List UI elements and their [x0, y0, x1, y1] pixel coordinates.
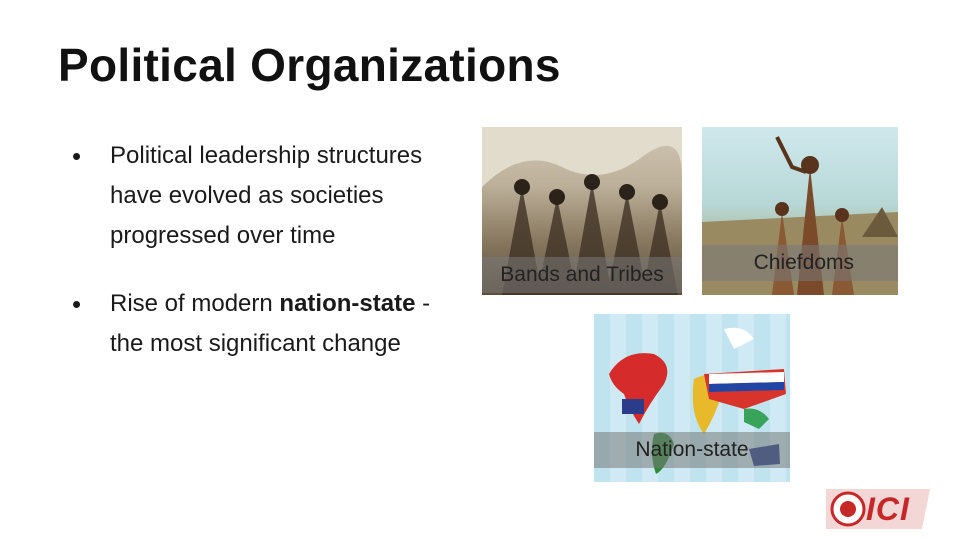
- bullet-text-prefix: Rise of modern: [110, 290, 280, 317]
- bands-and-tribes-image: Bands and Tribes: [482, 127, 682, 295]
- chiefdoms-image: Chiefdoms: [702, 127, 898, 295]
- bullet-dot-icon: •: [72, 141, 82, 171]
- seal-icon: [826, 489, 930, 529]
- bullet-list: • Political leadership structures have e…: [70, 136, 470, 364]
- logo-text: ICI: [866, 491, 910, 527]
- bullet-text-suffix: - the most significant change: [110, 290, 431, 357]
- image-caption: Chiefdoms: [702, 245, 898, 281]
- nation-state-image: Nation-state: [594, 314, 790, 482]
- bullet-dot-icon: •: [72, 289, 82, 319]
- ici-logo: ICI: [826, 489, 930, 529]
- slide-title: Political Organizations: [58, 39, 561, 91]
- image-caption: Nation-state: [594, 432, 790, 468]
- bullet-text: Political leadership structures have evo…: [110, 142, 423, 249]
- image-caption: Bands and Tribes: [482, 257, 682, 293]
- bullet-text-bold: nation-state: [279, 290, 416, 317]
- bullet-item: • Rise of modern nation-state - the most…: [70, 284, 470, 364]
- bullet-item: • Political leadership structures have e…: [70, 136, 470, 256]
